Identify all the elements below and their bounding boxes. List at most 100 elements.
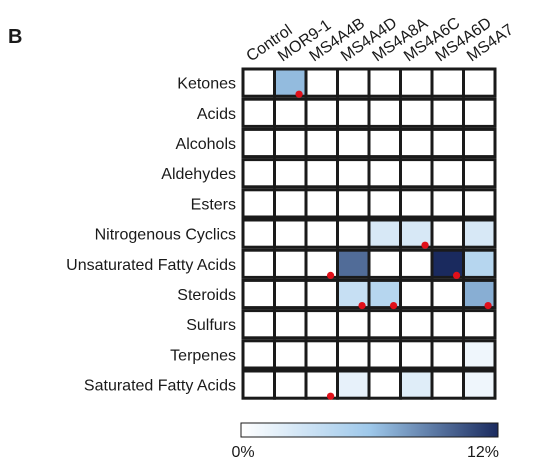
- significance-marker: [389, 302, 398, 310]
- row-label: Steroids: [177, 287, 236, 304]
- heatmap-cell: [367, 309, 402, 340]
- panel-letter: B: [8, 26, 23, 48]
- heatmap-cell: [336, 309, 371, 340]
- heatmap-cell: [430, 218, 465, 249]
- row-label: Terpenes: [170, 347, 236, 364]
- heatmap-cell: [462, 248, 497, 279]
- heatmap-cell: [430, 278, 465, 310]
- heatmap-cell: [336, 67, 371, 98]
- heatmap-cell: [304, 127, 339, 159]
- heatmap-cell: [273, 158, 308, 189]
- heatmap-cell: [273, 188, 308, 219]
- heatmap-cell: [399, 67, 434, 98]
- heatmap-cell: [336, 158, 371, 189]
- heatmap-cell: [367, 127, 402, 159]
- heatmap-cells: [241, 67, 497, 400]
- heatmap-cell: [399, 127, 434, 159]
- row-label: Acids: [197, 106, 236, 123]
- heatmap-cell: [367, 339, 402, 370]
- heatmap-cell: [399, 158, 434, 189]
- significance-marker: [484, 302, 492, 310]
- heatmap-cell: [273, 339, 308, 370]
- colorbar-min-label: 0%: [231, 444, 254, 461]
- heatmap-cell: [430, 309, 465, 340]
- colorbar: 0% 12%: [231, 422, 499, 461]
- heatmap-cell: [399, 188, 434, 219]
- heatmap-cell: [336, 218, 371, 249]
- heatmap-cell: [304, 67, 339, 98]
- row-label: Sulfurs: [186, 317, 236, 334]
- heatmap-cell: [241, 67, 276, 98]
- heatmap-cell: [241, 278, 276, 310]
- heatmap-cell: [241, 369, 276, 400]
- heatmap-cell: [273, 309, 308, 340]
- heatmap-cell: [430, 339, 465, 370]
- heatmap-cell: [273, 248, 308, 279]
- heatmap-cell: [399, 278, 434, 310]
- significance-marker: [452, 271, 461, 279]
- significance-marker: [295, 90, 303, 98]
- heatmap-cell: [304, 97, 339, 128]
- heatmap-cell: [304, 218, 339, 249]
- heatmap-cell: [430, 97, 465, 128]
- heatmap-cell: [367, 97, 402, 128]
- heatmap-cell: [241, 127, 276, 159]
- heatmap-cell: [462, 67, 497, 98]
- significance-marker: [326, 392, 335, 400]
- heatmap-cell: [430, 158, 465, 189]
- heatmap-cell: [367, 67, 402, 98]
- heatmap-cell: [241, 188, 276, 219]
- heatmap-cell: [336, 369, 371, 400]
- significance-marker: [421, 241, 429, 249]
- heatmap-cell: [399, 248, 434, 279]
- heatmap-cell: [241, 97, 276, 128]
- heatmap-cell: [399, 339, 434, 370]
- heatmap-cell: [273, 218, 308, 249]
- heatmap-cell: [273, 278, 308, 310]
- heatmap-cell: [367, 248, 402, 279]
- row-label: Nitrogenous Cyclics: [95, 227, 236, 244]
- heatmap-cell: [399, 97, 434, 128]
- heatmap-cell: [462, 218, 497, 249]
- heatmap-cell: [367, 218, 402, 249]
- significance-marker: [326, 271, 335, 279]
- significance-marker: [358, 302, 366, 310]
- heatmap-cell: [336, 97, 371, 128]
- heatmap-cell: [304, 339, 339, 370]
- heatmap-cell: [399, 369, 434, 400]
- heatmap-cell: [367, 158, 402, 189]
- colorbar-max-label: 12%: [467, 444, 499, 461]
- heatmap-cell: [241, 158, 276, 189]
- heatmap-cell: [462, 158, 497, 189]
- heatmap-cell: [304, 188, 339, 219]
- heatmap-cell: [462, 369, 497, 400]
- heatmap-cell: [462, 309, 497, 340]
- heatmap-cell: [462, 127, 497, 159]
- heatmap-cell: [462, 339, 497, 370]
- heatmap-cell: [304, 158, 339, 189]
- heatmap-cell: [273, 97, 308, 128]
- heatmap-cell: [336, 127, 371, 159]
- row-labels: Ketones Acids Alcohols Aldehydes Esters Nitro…: [66, 76, 236, 395]
- heatmap-cell: [241, 248, 276, 279]
- heatmap-cell: [430, 67, 465, 98]
- row-label: Unsaturated Fatty Acids: [66, 257, 236, 274]
- heatmap-cell: [336, 339, 371, 370]
- row-label: Ketones: [177, 76, 236, 93]
- heatmap-cell: [273, 369, 308, 400]
- row-label: Saturated Fatty Acids: [84, 378, 236, 395]
- heatmap-cell: [367, 369, 402, 400]
- heatmap-cell: [430, 369, 465, 400]
- heatmap-cell: [367, 188, 402, 219]
- heatmap-cell: [399, 309, 434, 340]
- heatmap-cell: [304, 278, 339, 310]
- heatmap-cell: [241, 339, 276, 370]
- column-labels: ControlMOR9-1MS4A4BMS4A4DMS4A8AMS4A6CMS4…: [244, 15, 517, 66]
- row-label: Aldehydes: [161, 166, 236, 183]
- heatmap-cell: [430, 127, 465, 159]
- heatmap-cell: [462, 97, 497, 128]
- significance-markers: [295, 90, 492, 400]
- colorbar-gradient: [240, 422, 499, 438]
- row-label: Alcohols: [176, 136, 236, 153]
